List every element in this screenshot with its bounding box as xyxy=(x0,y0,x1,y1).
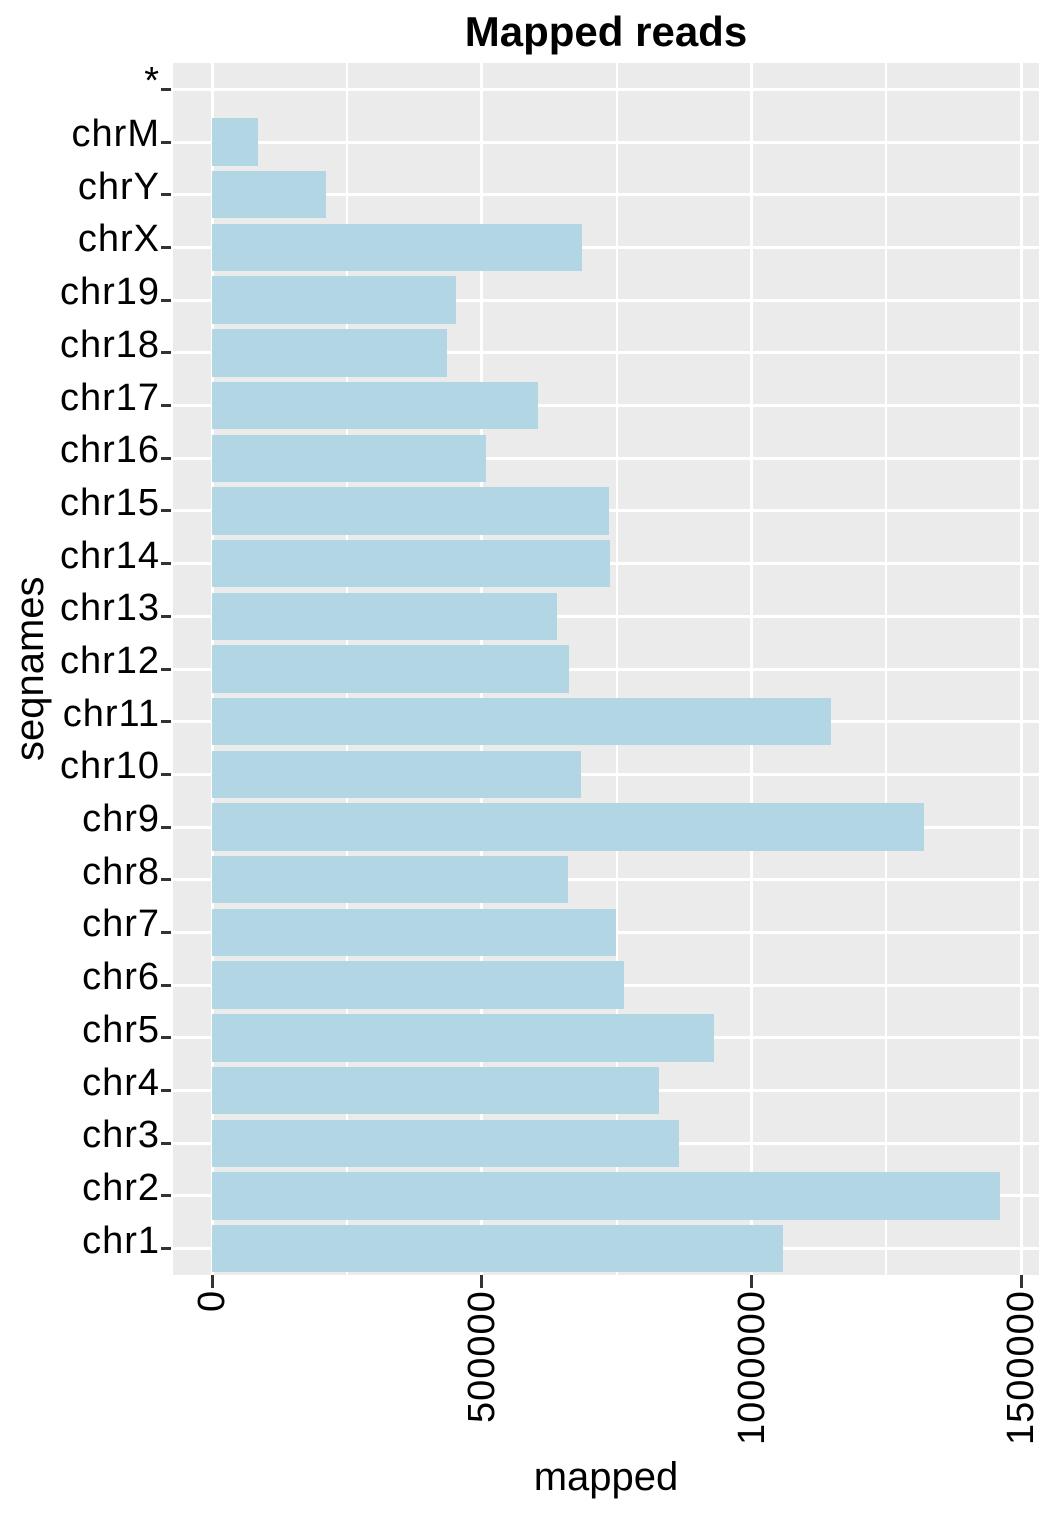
y-tick xyxy=(161,404,171,408)
bar-chr15 xyxy=(212,487,610,535)
bar-chr18 xyxy=(212,329,447,377)
y-tick xyxy=(161,351,171,355)
grid-line-h xyxy=(173,404,1039,408)
x-tick xyxy=(210,1275,214,1288)
y-tick-label: chr17 xyxy=(59,376,160,419)
y-tick-label: chr12 xyxy=(59,640,160,682)
chart-title: Mapped reads xyxy=(464,8,748,55)
grid-line-h xyxy=(173,614,1039,618)
bar-chr14 xyxy=(212,539,611,588)
bar-chr5 xyxy=(212,1014,714,1062)
grid-line-h xyxy=(173,456,1039,460)
bar-chr9 xyxy=(212,803,924,851)
y-tick-label: chrM xyxy=(71,113,160,156)
y-tick-label: chr8 xyxy=(82,850,160,893)
x-tick-label: 1500000 xyxy=(1000,1290,1043,1445)
x-tick-label: 0 xyxy=(191,1290,234,1313)
y-tick-label: chrX xyxy=(77,218,160,261)
y-tick xyxy=(161,1141,171,1145)
bar-chr4 xyxy=(212,1066,660,1115)
y-tick-label: chr10 xyxy=(59,745,160,788)
bar-chrY xyxy=(212,171,327,219)
x-tick xyxy=(480,1275,484,1288)
y-tick-label: chr15 xyxy=(59,481,160,524)
y-tick xyxy=(161,140,171,144)
y-tick xyxy=(161,1247,171,1251)
bar-chr7 xyxy=(212,908,617,957)
bar-chr16 xyxy=(212,434,487,482)
y-tick-label: chr6 xyxy=(82,956,160,999)
bar-chr17 xyxy=(212,381,539,430)
grid-line-h xyxy=(173,878,1039,882)
bar-chr6 xyxy=(212,961,624,1009)
x-axis-title: mapped xyxy=(533,1455,679,1499)
y-tick xyxy=(161,614,171,618)
x-tick-label: 1000000 xyxy=(730,1290,773,1445)
y-tick xyxy=(161,825,171,829)
bar-chr12 xyxy=(212,645,570,693)
x-tick-label: 500000 xyxy=(460,1290,503,1423)
grid-line-h xyxy=(173,193,1039,197)
y-tick-label: chr7 xyxy=(82,903,160,946)
y-tick-label: chr11 xyxy=(62,692,160,735)
bar-chr11 xyxy=(212,697,831,746)
grid-line-h xyxy=(173,351,1039,355)
grid-line-h xyxy=(173,140,1039,144)
bar-chr13 xyxy=(212,592,558,640)
y-tick-label: chrY xyxy=(77,165,160,208)
y-tick xyxy=(161,298,171,302)
y-tick xyxy=(161,456,171,460)
y-tick xyxy=(161,878,171,882)
grid-line-h xyxy=(173,772,1039,776)
y-tick-label: chr13 xyxy=(59,587,160,630)
bar-chr10 xyxy=(212,750,581,799)
bar-chr3 xyxy=(212,1119,679,1167)
x-tick xyxy=(750,1275,754,1288)
plot-panel xyxy=(173,63,1039,1275)
grid-line-h xyxy=(173,245,1039,249)
y-tick-label: chr2 xyxy=(82,1166,160,1209)
y-tick-label: chr18 xyxy=(59,323,160,366)
y-tick-label: chr9 xyxy=(82,798,160,841)
y-tick xyxy=(161,772,171,776)
y-tick-label: chr16 xyxy=(59,429,160,472)
bar-chr2 xyxy=(212,1172,1000,1220)
y-tick xyxy=(161,245,171,249)
grid-line-h xyxy=(173,87,1039,91)
y-tick xyxy=(161,720,171,724)
bar-chr1 xyxy=(212,1224,783,1273)
y-tick xyxy=(161,87,171,91)
bar-chrX xyxy=(212,223,583,272)
y-tick xyxy=(161,1194,171,1198)
y-tick xyxy=(161,562,171,566)
y-tick xyxy=(161,193,171,197)
y-tick-label: * xyxy=(144,60,160,103)
x-tick xyxy=(1019,1275,1023,1288)
bar-chr8 xyxy=(212,856,568,904)
y-tick-label: chr5 xyxy=(82,1008,160,1051)
y-tick-label: chr19 xyxy=(59,271,160,314)
y-tick xyxy=(161,1089,171,1093)
y-tick xyxy=(161,930,171,934)
y-tick-label: chr4 xyxy=(82,1061,160,1104)
grid-line-h xyxy=(173,667,1039,671)
y-tick-label: chr1 xyxy=(82,1219,160,1262)
y-tick xyxy=(161,1036,171,1040)
y-tick xyxy=(161,509,171,513)
bar-chrM xyxy=(212,118,259,166)
y-tick xyxy=(161,983,171,987)
y-tick xyxy=(161,667,171,671)
y-tick-label: chr3 xyxy=(82,1114,160,1157)
y-tick-label: chr14 xyxy=(59,534,160,577)
bar-chr19 xyxy=(212,276,457,324)
grid-line-h xyxy=(173,298,1039,302)
